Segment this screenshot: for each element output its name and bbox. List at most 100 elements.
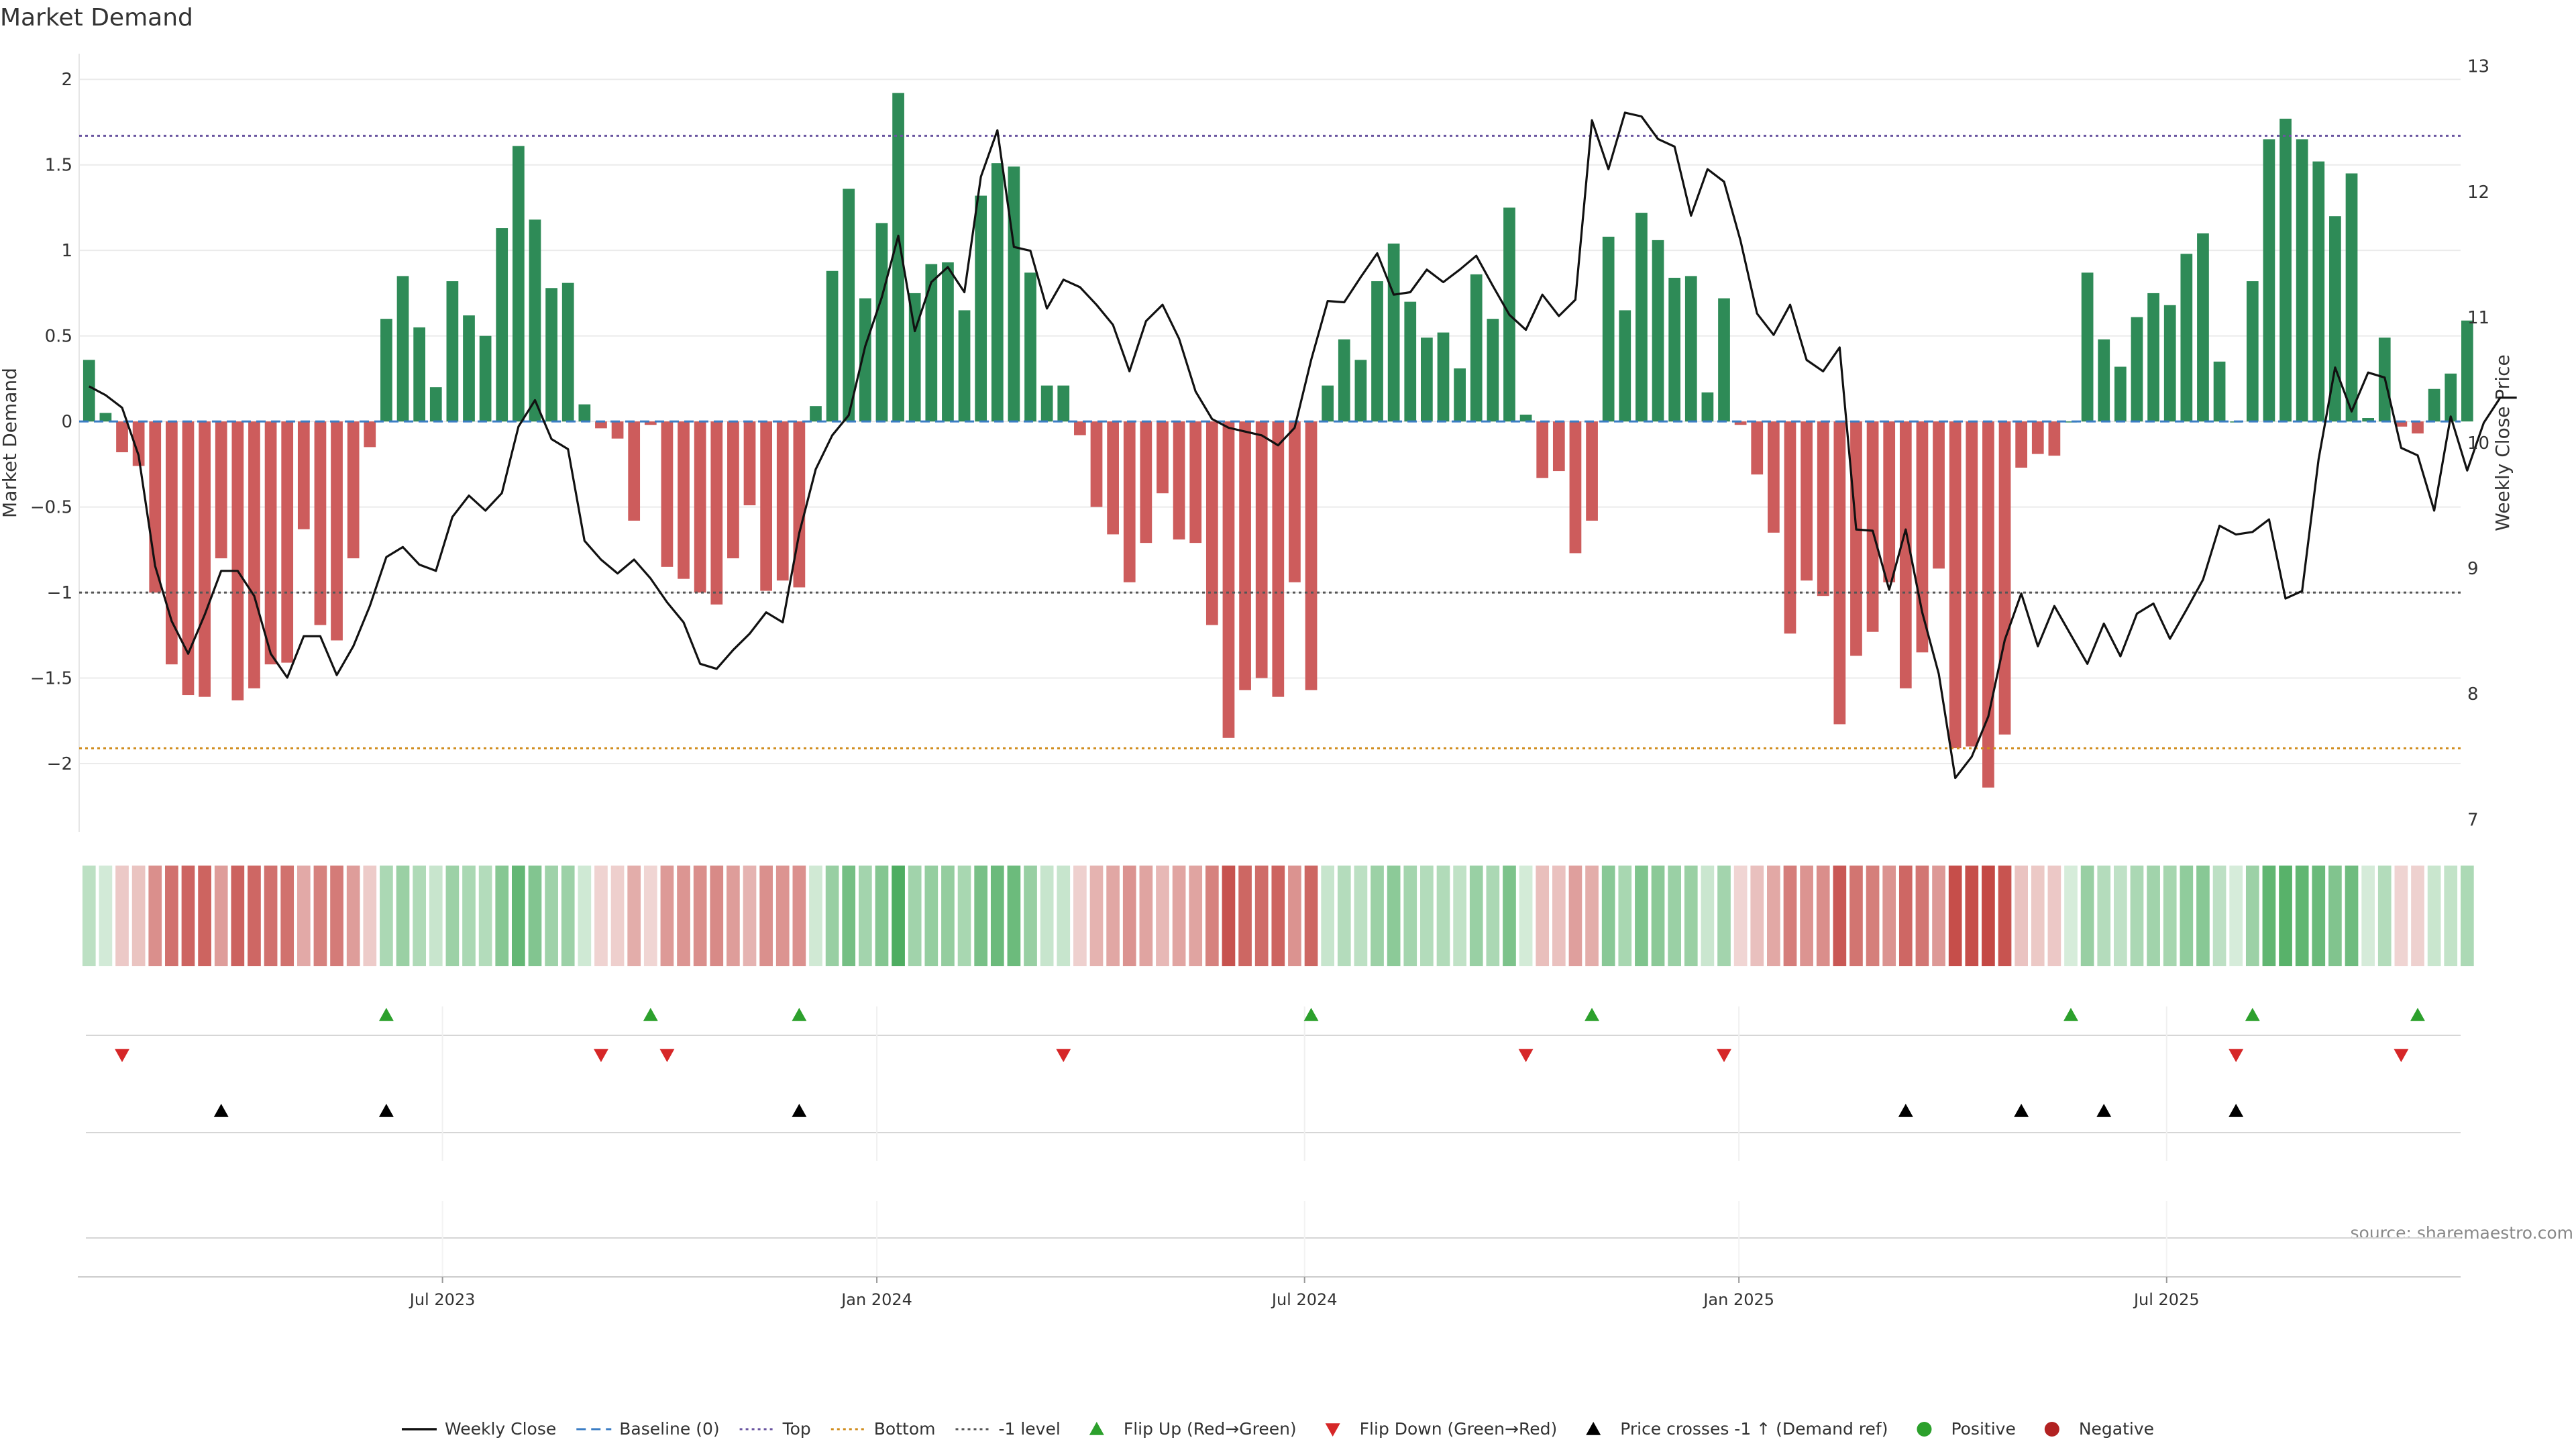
demand-bar (182, 421, 195, 696)
demand-bar (826, 270, 839, 422)
heat-cell (1568, 866, 1582, 966)
demand-bar (166, 421, 178, 665)
heat-cell (2212, 866, 2226, 966)
demand-bar (2279, 118, 2292, 422)
heat-cell (660, 866, 674, 966)
demand-bar (1272, 421, 1285, 697)
heat-cell (1536, 866, 1550, 966)
demand-bar (1470, 274, 1483, 422)
heat-cell (1783, 866, 1797, 966)
demand-bar (1255, 421, 1268, 678)
heat-cell (2279, 866, 2292, 966)
heat-cell (2461, 866, 2474, 966)
demand-bar (925, 264, 938, 422)
demand-bar (1817, 421, 1829, 597)
heat-cell (1932, 866, 1945, 966)
heat-cell (578, 866, 592, 966)
heat-cell (1585, 866, 1599, 966)
heat-cell (809, 866, 822, 966)
heat-cell (297, 866, 311, 966)
demand-bar (1222, 421, 1235, 738)
demand-bar (2065, 421, 2077, 423)
x-axis-ticks: Jul 2023 Jan 2024 Jul 2024 Jan 2025 Jul 2025 (78, 1276, 2461, 1309)
flip-up-marker (2245, 1008, 2260, 1021)
demand-bar (2345, 173, 2358, 422)
demand-bar (2461, 320, 2473, 422)
demand-bar (231, 421, 244, 701)
heat-cell (957, 866, 971, 966)
demand-bar (1123, 421, 1136, 582)
heat-cell (1816, 866, 1830, 966)
legend-swatch-triangle-down (1325, 1423, 1340, 1437)
heat-cell (248, 866, 261, 966)
demand-bar (479, 335, 492, 422)
demand-bar (1652, 240, 1664, 422)
legend-swatch-dot (1917, 1422, 1932, 1437)
heat-cell (346, 866, 360, 966)
heat-cell (413, 866, 426, 966)
heat-cell (594, 866, 608, 966)
heat-cell (1453, 866, 1466, 966)
legend-label: Flip Down (Green→Red) (1360, 1419, 1558, 1439)
heat-cell (1882, 866, 1896, 966)
demand-bar (1024, 272, 1036, 422)
demand-bar (1586, 421, 1598, 521)
heat-cell (1982, 866, 1995, 966)
heat-cell (1733, 866, 1748, 966)
demand-bar (859, 298, 871, 422)
demand-bar (2395, 421, 2408, 427)
y2-tick-label: 7 (2467, 810, 2479, 830)
heat-cell (1866, 866, 1880, 966)
demand-bar (1305, 421, 1318, 690)
heat-cell (1106, 866, 1120, 966)
heat-cell (1238, 866, 1252, 966)
demand-bar (1057, 385, 1070, 422)
demand-bar (314, 421, 327, 625)
heat-cell (1503, 866, 1516, 966)
heat-cell (1337, 866, 1351, 966)
heat-cell (1519, 866, 1533, 966)
demand-bar (1421, 338, 1433, 422)
y-tick-label: −1 (47, 583, 72, 603)
demand-bar (2296, 139, 2308, 422)
demand-bar (743, 421, 756, 506)
heat-cell (990, 866, 1004, 966)
demand-bar (1916, 421, 1929, 653)
heat-cell (429, 866, 443, 966)
heat-cell (1007, 866, 1021, 966)
demand-bar (2180, 254, 2193, 422)
heat-cell (1371, 866, 1384, 966)
heat-cell (99, 866, 113, 966)
heat-cell (1486, 866, 1500, 966)
heat-cell (2147, 866, 2160, 966)
flip-down-marker (659, 1049, 675, 1062)
demand-bar (1107, 421, 1119, 535)
heat-cell (1387, 866, 1401, 966)
demand-bar (2312, 161, 2325, 422)
heat-cell (1304, 866, 1318, 966)
heat-cell (115, 866, 129, 966)
price-cross-marker (2014, 1104, 2029, 1117)
demand-bar (529, 219, 541, 422)
demand-bar (429, 387, 442, 422)
demand-bar (248, 421, 260, 688)
heat-cell (1436, 866, 1450, 966)
source-note: source: sharemaestro.com (2351, 1223, 2574, 1243)
flip-down-marker (1717, 1049, 1732, 1062)
demand-bar (1718, 298, 1730, 422)
demand-bar (2114, 366, 2127, 422)
demand-bar (578, 404, 591, 422)
demand-bar (810, 406, 822, 422)
demand-bar (1454, 368, 1466, 422)
demand-bar (281, 421, 294, 663)
demand-bar (1866, 421, 1879, 632)
heat-cell (825, 866, 839, 966)
legend-label: Positive (1951, 1419, 2015, 1439)
heat-cell (1321, 866, 1335, 966)
demand-bar (347, 421, 360, 559)
y-tick-label: −2 (47, 754, 72, 774)
heat-cell (677, 866, 690, 966)
demand-bar (1883, 421, 1896, 582)
demand-bar (132, 421, 145, 466)
